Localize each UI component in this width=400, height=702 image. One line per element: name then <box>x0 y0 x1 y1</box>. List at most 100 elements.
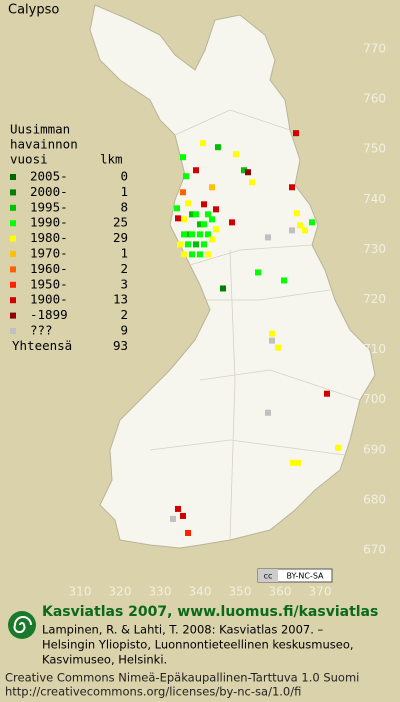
observation-square <box>289 184 295 191</box>
legend-header: Uusimman <box>10 122 70 137</box>
y-tick-label: 750 <box>363 142 386 156</box>
legend-label: ??? <box>30 323 53 338</box>
observation-square <box>281 277 287 284</box>
legend-count: 2 <box>120 261 128 276</box>
observation-square <box>269 330 275 337</box>
legend-swatch <box>10 189 16 196</box>
legend-swatch <box>10 174 16 180</box>
legend-label: 2000- <box>30 184 68 199</box>
observation-square <box>295 459 301 466</box>
legend-swatch <box>10 235 16 242</box>
citation-line: Lampinen, R. & Lahti, T. 2008: Kasviatla… <box>42 623 324 637</box>
observation-square <box>174 205 180 212</box>
license-line: Creative Commons Nimeä-Epäkaupallinen-Ta… <box>5 671 359 685</box>
legend-swatch <box>10 281 16 288</box>
legend-swatch <box>10 220 16 227</box>
legend-count-header: lkm <box>100 152 123 167</box>
observation-square <box>183 173 189 180</box>
legend-count: 0 <box>120 169 128 184</box>
observation-square <box>213 206 219 213</box>
x-tick-label: 330 <box>149 585 172 599</box>
observation-square <box>294 210 300 217</box>
observation-square <box>185 529 191 536</box>
legend-label: 1980- <box>30 230 68 245</box>
x-tick-label: 320 <box>109 585 132 599</box>
legend-count: 1 <box>120 184 128 199</box>
observation-square <box>189 251 195 258</box>
license-badge: cc BY-NC-SA <box>257 568 333 583</box>
observation-square <box>275 344 281 351</box>
observation-square <box>290 459 296 466</box>
x-tick-label: 350 <box>229 585 252 599</box>
region-borders <box>149 109 361 541</box>
observation-square <box>324 390 330 397</box>
observation-square <box>289 227 295 234</box>
map-title: Calypso <box>8 3 59 18</box>
observation-square <box>255 269 261 276</box>
observation-square <box>201 201 207 208</box>
legend-swatch <box>10 312 16 319</box>
legend-label: 2005- <box>30 169 68 184</box>
legend-count: 3 <box>120 276 128 291</box>
legend-count: 9 <box>120 323 128 338</box>
legend-label: 1995- <box>30 199 68 214</box>
observation-square <box>185 200 191 207</box>
observation-square <box>201 241 207 248</box>
observation-square <box>197 231 203 238</box>
y-tick-label: 690 <box>363 442 386 456</box>
observation-square <box>201 221 207 228</box>
observation-square <box>205 251 211 258</box>
observation-square <box>197 221 203 228</box>
y-tick-label: 680 <box>363 492 386 506</box>
citation-line: Kasvimuseo, Helsinki. <box>42 653 167 667</box>
observation-square <box>189 211 195 218</box>
observation-square <box>175 215 181 222</box>
observation-square <box>205 231 211 238</box>
legend-count: 8 <box>120 199 128 214</box>
badge-text: BY-NC-SA <box>286 572 324 581</box>
legend-header: havainnon <box>10 137 78 152</box>
x-tick-label: 370 <box>309 585 332 599</box>
observation-square <box>241 167 247 174</box>
observation-square <box>302 227 308 234</box>
y-tick-label: 700 <box>363 392 386 406</box>
legend-label: -1899 <box>30 307 68 322</box>
legend-swatch <box>10 251 16 257</box>
observation-square <box>209 236 215 243</box>
observation-square <box>181 251 187 258</box>
total-count: 93 <box>113 338 128 353</box>
observation-square <box>233 151 239 158</box>
legend-header: vuosi <box>10 152 48 167</box>
observation-square <box>180 512 186 519</box>
observation-square <box>180 189 186 196</box>
observation-square <box>265 409 271 416</box>
legend-count: 1 <box>120 246 128 261</box>
legend-swatch <box>10 297 16 304</box>
observation-square <box>185 231 191 238</box>
x-tick-label: 360 <box>269 585 292 599</box>
observation-square <box>205 211 211 218</box>
y-tick-label: 720 <box>363 292 386 306</box>
observation-square <box>193 211 199 218</box>
finland-outline <box>89 4 376 549</box>
legend-swatch <box>10 266 16 273</box>
legend-count: 13 <box>113 292 128 307</box>
legend-swatch <box>10 328 16 334</box>
observation-square <box>265 234 271 241</box>
y-tick-label: 760 <box>363 92 386 106</box>
citation-line: Helsingin Yliopisto, Luonnontieteellinen… <box>42 638 354 652</box>
observation-square <box>249 179 255 186</box>
legend-label: 1900- <box>30 292 68 307</box>
y-tick-label: 740 <box>363 192 386 206</box>
observation-square <box>220 285 226 292</box>
observation-square <box>229 219 235 226</box>
legend-label: 1970- <box>30 246 68 261</box>
legend-count: 2 <box>120 307 128 322</box>
observation-square <box>293 130 299 137</box>
observation-square <box>181 216 187 223</box>
legend-count: 29 <box>113 230 128 245</box>
observation-square <box>193 241 199 248</box>
observation-square <box>193 167 199 174</box>
